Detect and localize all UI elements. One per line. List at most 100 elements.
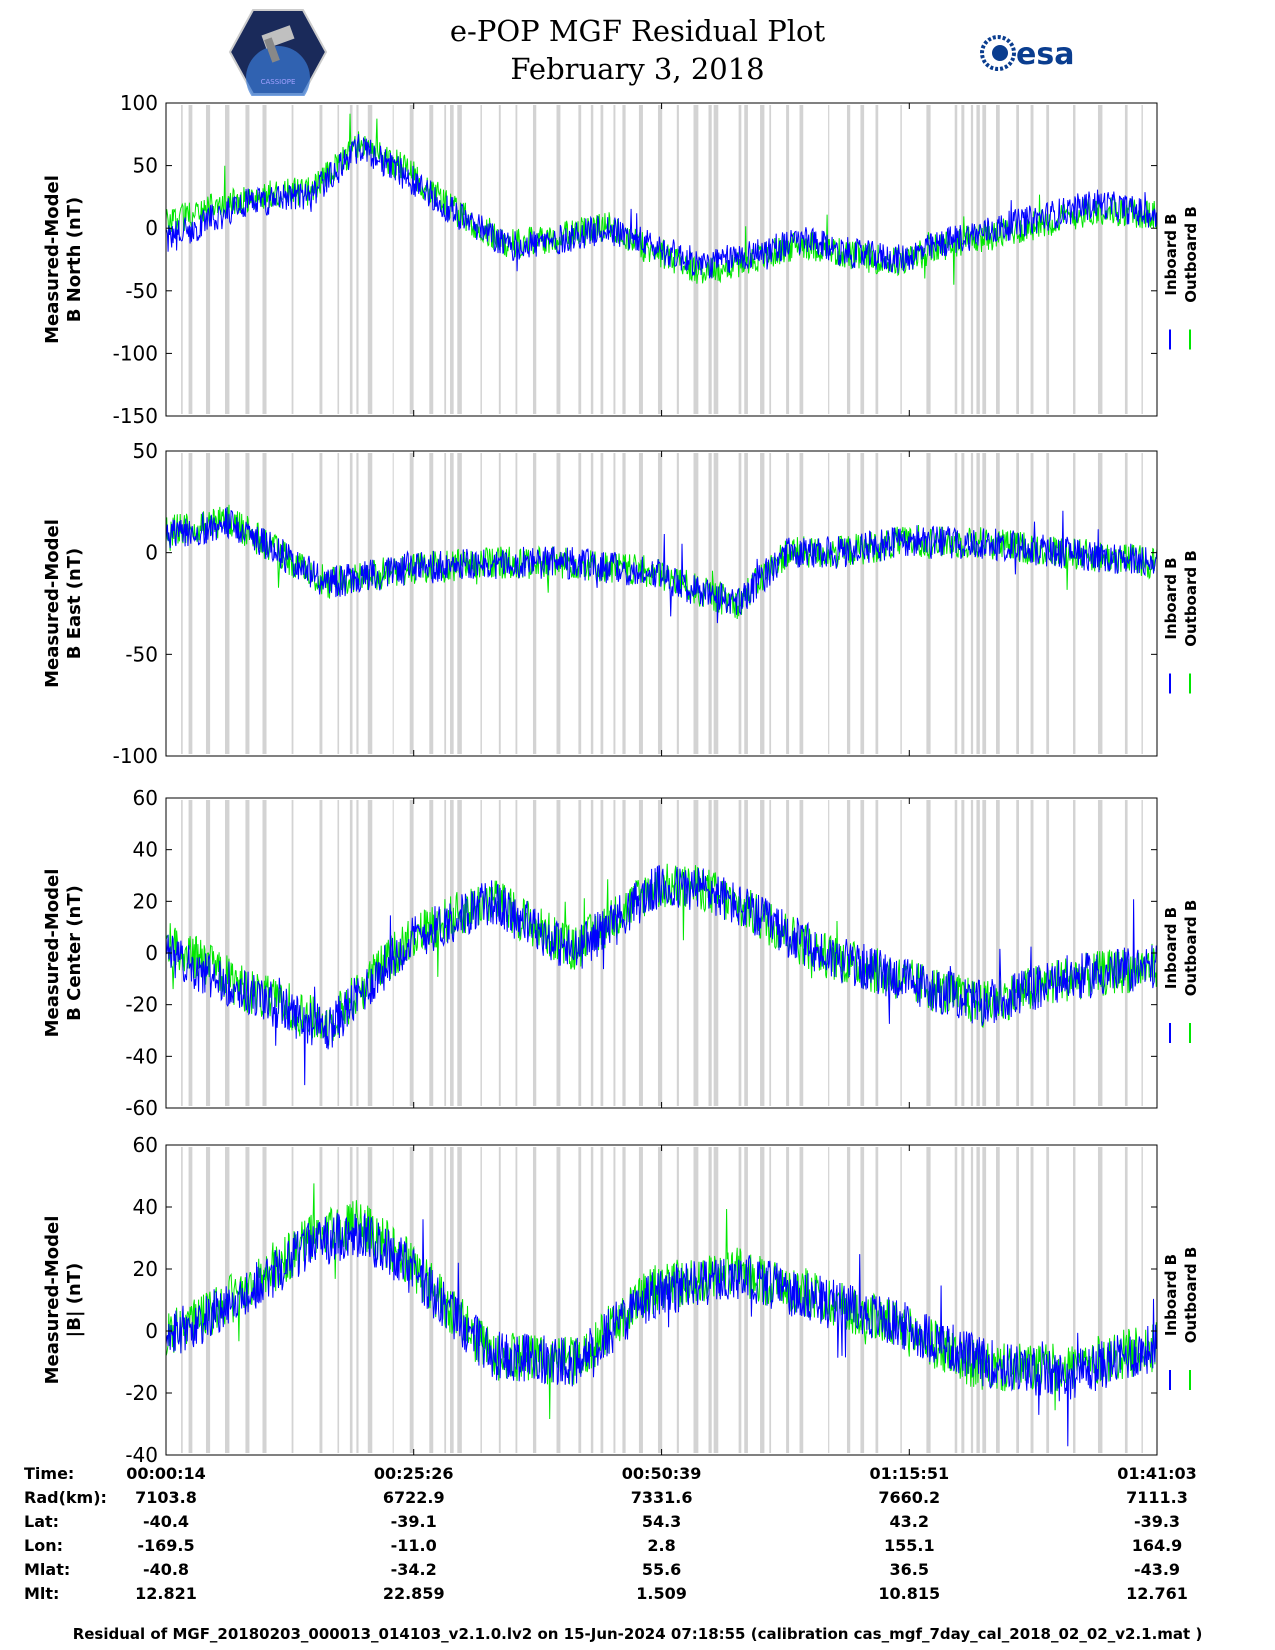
gap-band — [444, 800, 447, 1106]
y-tick-label: -20 — [125, 1381, 158, 1405]
gap-band — [769, 453, 772, 754]
gap-band — [498, 1147, 501, 1453]
gap-band — [457, 453, 462, 754]
y-tick-label: 20 — [133, 1257, 158, 1281]
legend-inboard-label: Inboard B — [1162, 557, 1180, 639]
gap-band — [613, 800, 616, 1106]
gap-band — [738, 1147, 742, 1453]
gap-band — [900, 800, 902, 1106]
gap-band — [976, 453, 980, 754]
gap-band — [676, 453, 679, 754]
gap-band — [970, 105, 974, 414]
gap-band — [590, 1147, 594, 1453]
cassiope-logo — [228, 9, 328, 96]
gap-band — [600, 453, 604, 754]
gap-band — [181, 453, 183, 754]
gap-band — [1124, 1147, 1128, 1453]
gap-band — [188, 1147, 193, 1453]
gap-band — [799, 453, 804, 754]
gap-band — [409, 800, 414, 1106]
gap-band — [926, 453, 931, 754]
gap-band — [450, 453, 454, 754]
gap-band — [970, 800, 974, 1106]
gap-band — [480, 453, 482, 754]
gap-band — [622, 105, 626, 414]
gap-band — [1141, 105, 1143, 414]
cassiope-logo-text: CASSIOPE — [260, 78, 296, 86]
gap-band — [429, 105, 434, 414]
gap-band — [590, 453, 594, 754]
gap-band — [622, 453, 626, 754]
gap-band — [846, 800, 851, 1106]
gap-band — [367, 105, 373, 414]
gap-band — [319, 453, 323, 754]
gap-band — [532, 105, 537, 414]
gap-band — [480, 105, 482, 414]
gap-band — [638, 800, 643, 1106]
gap-band — [693, 800, 699, 1106]
y-tick-label: 60 — [133, 1133, 158, 1157]
legend-outboard-label: Outboard B — [1182, 900, 1200, 997]
gap-band — [900, 453, 902, 754]
gap-band — [1030, 453, 1034, 754]
legend-inboard-label: Inboard B — [1162, 213, 1180, 295]
gap-band — [1046, 453, 1050, 754]
gap-band — [1073, 1147, 1076, 1453]
gap-band — [188, 453, 193, 754]
gap-band — [409, 1147, 414, 1453]
y-tick-label: -50 — [125, 279, 158, 303]
gap-band — [498, 453, 501, 754]
gap-band — [457, 1147, 462, 1453]
gap-band — [319, 1147, 323, 1453]
gap-band — [429, 453, 434, 754]
gap-band — [744, 800, 748, 1106]
gap-band — [600, 800, 604, 1106]
gap-band — [515, 800, 518, 1106]
gap-band — [760, 800, 765, 1106]
gap-band — [982, 453, 987, 754]
gap-band — [760, 453, 765, 754]
gap-band — [1097, 1147, 1103, 1453]
gap-band — [262, 800, 267, 1106]
gap-band — [590, 800, 594, 1106]
gap-band — [337, 453, 340, 754]
gap-band — [860, 453, 865, 754]
gap-band — [613, 453, 616, 754]
chart-title: e-POP MGF Residual Plot — [449, 14, 826, 48]
gap-band — [996, 800, 1000, 1106]
gap-band — [1124, 105, 1128, 414]
y-tick-label: -40 — [125, 1443, 158, 1467]
gap-band — [708, 1147, 712, 1453]
gap-band — [676, 800, 679, 1106]
gap-band — [319, 800, 323, 1106]
gap-band — [245, 800, 250, 1106]
gap-band — [1046, 1147, 1050, 1453]
gap-band — [799, 105, 804, 414]
gap-band — [367, 800, 373, 1106]
gap-band — [356, 453, 359, 754]
gap-band — [1141, 800, 1143, 1106]
y-tick-label: 20 — [133, 889, 158, 913]
gap-band — [349, 105, 353, 414]
gap-band — [532, 1147, 537, 1453]
gap-band — [450, 800, 454, 1106]
gap-band — [600, 1147, 604, 1453]
gap-band — [744, 1147, 748, 1453]
gap-band — [1046, 105, 1050, 414]
gap-band — [693, 453, 699, 754]
gap-band — [367, 453, 373, 754]
gap-band — [860, 1147, 865, 1453]
gap-band — [1073, 105, 1076, 414]
gap-band — [224, 453, 230, 754]
gap-band — [638, 453, 643, 754]
gap-band — [392, 1147, 394, 1453]
gap-band — [961, 1147, 965, 1453]
gap-band — [1124, 453, 1128, 754]
gap-band — [224, 105, 230, 414]
y-axis-label: Measured-ModelB Center (nT) — [42, 869, 85, 1038]
gap-band — [457, 800, 462, 1106]
gap-band — [622, 1147, 626, 1453]
gap-band — [409, 453, 414, 754]
legend-outboard-label: Outboard B — [1182, 206, 1200, 303]
